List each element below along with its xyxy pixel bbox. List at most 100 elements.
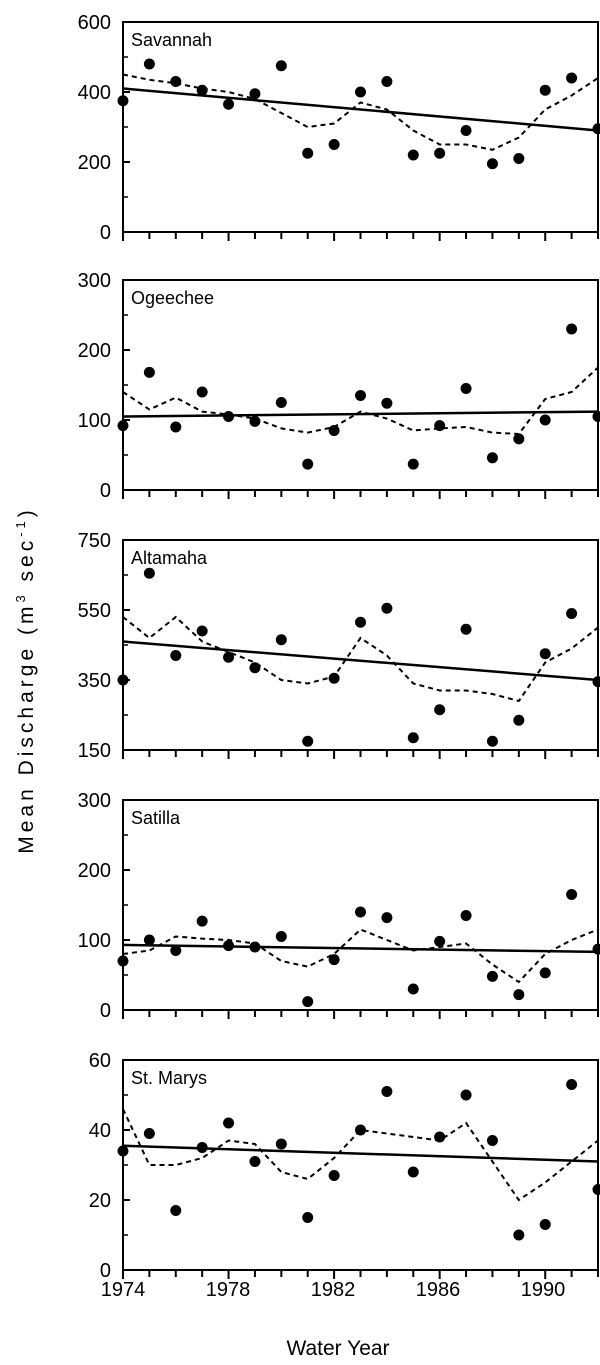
data-point bbox=[513, 714, 525, 726]
data-point bbox=[143, 1128, 155, 1139]
data-point bbox=[566, 608, 578, 619]
data-point bbox=[170, 421, 182, 433]
panel-title: Savannah bbox=[131, 30, 212, 50]
data-point bbox=[592, 676, 600, 688]
data-point bbox=[196, 625, 208, 637]
y-axis-title: Mean Discharge (m3 sec-1) bbox=[13, 506, 38, 854]
x-tick-label: 1990 bbox=[521, 1279, 566, 1301]
y-tick-label: 550 bbox=[78, 600, 111, 622]
panel-title: Ogeechee bbox=[131, 288, 214, 308]
x-tick-label: 1974 bbox=[101, 1279, 146, 1301]
data-point bbox=[486, 1135, 498, 1146]
y-axis-title-end: ) bbox=[15, 506, 38, 517]
data-point bbox=[381, 912, 393, 924]
data-point bbox=[143, 934, 155, 946]
y-tick-label: 200 bbox=[78, 152, 111, 174]
data-point bbox=[460, 910, 472, 921]
data-point bbox=[460, 1089, 472, 1101]
data-point bbox=[117, 1145, 129, 1157]
panel-title: Satilla bbox=[131, 808, 181, 828]
plot-frame bbox=[122, 799, 599, 1011]
data-point bbox=[302, 735, 314, 747]
plot-frame bbox=[122, 21, 599, 233]
data-point bbox=[143, 366, 155, 378]
data-point bbox=[275, 1138, 287, 1150]
y-axis-title-sup: 3 bbox=[13, 591, 28, 602]
data-point bbox=[170, 650, 182, 661]
data-point bbox=[566, 72, 578, 84]
data-point bbox=[328, 1170, 340, 1181]
smoothed-line bbox=[122, 615, 599, 703]
data-point bbox=[302, 458, 314, 470]
data-point bbox=[328, 139, 340, 150]
y-tick-label: 0 bbox=[100, 222, 111, 244]
data-point bbox=[381, 602, 393, 614]
data-point bbox=[407, 1166, 419, 1178]
y-tick-label: 0 bbox=[100, 480, 111, 502]
data-point bbox=[143, 567, 155, 579]
x-tick-label: 1978 bbox=[206, 1279, 251, 1301]
data-point bbox=[249, 88, 261, 100]
data-point bbox=[592, 1184, 600, 1195]
smoothed-line bbox=[122, 1108, 599, 1202]
trend-line bbox=[122, 410, 599, 418]
data-point bbox=[407, 149, 419, 161]
data-point bbox=[407, 458, 419, 470]
data-point bbox=[460, 623, 472, 635]
data-point bbox=[486, 735, 498, 747]
data-point bbox=[513, 433, 525, 445]
data-point bbox=[513, 1229, 525, 1241]
data-point bbox=[434, 704, 446, 716]
x-tick-label: 1982 bbox=[311, 1279, 356, 1301]
data-point bbox=[196, 84, 208, 96]
data-point bbox=[223, 1117, 235, 1129]
x-axis-title: Water Year bbox=[286, 1337, 389, 1360]
data-point bbox=[196, 1142, 208, 1153]
data-point bbox=[592, 123, 600, 135]
data-point bbox=[592, 411, 600, 422]
panel-title: St. Marys bbox=[131, 1068, 207, 1088]
data-point bbox=[355, 86, 366, 98]
data-point bbox=[460, 125, 472, 136]
data-point bbox=[170, 76, 182, 87]
y-tick-label: 150 bbox=[78, 740, 111, 762]
y-tick-label: 20 bbox=[89, 1190, 111, 1212]
y-tick-label: 60 bbox=[89, 1050, 111, 1072]
panel-st-marys: 0 20 40 60 St. Marys bbox=[89, 1050, 600, 1282]
panel-savannah: 0 200 400 600 Savannah bbox=[78, 12, 600, 244]
data-point bbox=[223, 98, 235, 110]
y-tick-label: 400 bbox=[78, 82, 111, 104]
y-tick-label: 200 bbox=[78, 860, 111, 882]
data-point bbox=[434, 1131, 446, 1143]
y-tick-label: 300 bbox=[78, 270, 111, 292]
data-point bbox=[117, 674, 129, 686]
panel-ogeechee: 0 100 200 300 Ogeechee bbox=[78, 270, 600, 502]
y-axis-title-sup: -1 bbox=[13, 517, 28, 537]
plot-frame bbox=[122, 279, 599, 491]
data-point bbox=[592, 943, 600, 955]
data-point bbox=[196, 915, 208, 927]
y-tick-label: 40 bbox=[89, 1120, 111, 1142]
data-point bbox=[381, 397, 393, 409]
y-axis-title-mid: sec bbox=[15, 537, 38, 592]
data-point bbox=[355, 1124, 366, 1136]
y-tick-label: 100 bbox=[78, 410, 111, 432]
data-point bbox=[434, 935, 446, 947]
data-point bbox=[249, 662, 261, 674]
y-tick-label: 0 bbox=[100, 1260, 111, 1282]
x-tick-label: 1986 bbox=[416, 1279, 461, 1301]
data-point bbox=[249, 415, 261, 427]
data-point bbox=[117, 95, 129, 107]
data-point bbox=[196, 386, 208, 398]
y-axis-title-main: Mean Discharge (m bbox=[15, 603, 38, 854]
data-point bbox=[275, 931, 287, 942]
y-tick-label: 200 bbox=[78, 340, 111, 362]
smoothed-line bbox=[122, 73, 599, 151]
data-point bbox=[539, 414, 551, 426]
panel-satilla: 0 100 200 300 Satilla bbox=[78, 790, 600, 1022]
data-point bbox=[513, 153, 525, 164]
data-point bbox=[486, 970, 498, 982]
data-point bbox=[143, 58, 155, 70]
data-point bbox=[275, 397, 287, 408]
